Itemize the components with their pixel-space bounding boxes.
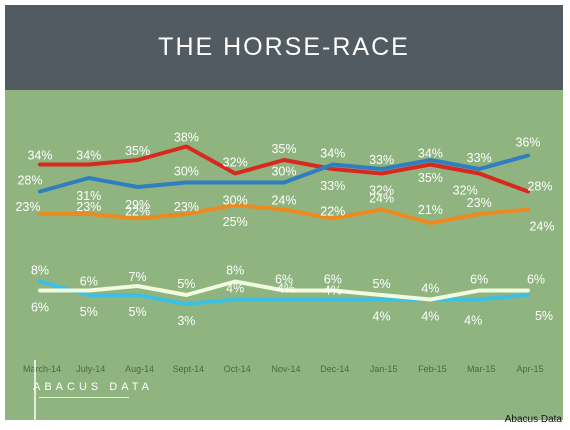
data-label: 8% xyxy=(226,264,244,278)
line-chart: 34% 34% 35%38%32%35%33% 32%34%32% 28%28%31%2… xyxy=(15,131,555,420)
data-label: 23% xyxy=(467,196,492,210)
series-line-2 xyxy=(38,203,530,225)
x-tick-label: Jan-15 xyxy=(370,364,398,374)
data-label: 21% xyxy=(418,203,443,217)
data-label: 6% xyxy=(80,275,98,289)
header-bar: THE HORSE-RACE xyxy=(5,5,563,90)
data-label: 4% xyxy=(464,314,482,328)
chart-title: THE HORSE-RACE xyxy=(158,33,410,61)
data-label: 4% xyxy=(277,282,295,296)
series-line-1 xyxy=(38,153,530,194)
x-tick-label: July-14 xyxy=(76,364,105,374)
slide: THE HORSE-RACE 34% 34% 35% 38% 32% 35% 33% 32% 3… xyxy=(5,5,563,420)
data-label: 4% xyxy=(421,310,439,324)
data-label: 34% xyxy=(76,149,101,163)
data-label: 24% xyxy=(271,194,296,208)
data-label: 8% xyxy=(31,264,49,278)
data-label: 4% xyxy=(226,282,244,296)
data-label: 38% xyxy=(174,131,199,145)
data-label: 33% xyxy=(369,153,394,167)
data-label: 34% xyxy=(27,149,52,163)
x-tick-label: Mar-15 xyxy=(467,364,496,374)
data-label: 32% xyxy=(453,184,478,198)
data-label: 4% xyxy=(373,310,391,324)
data-label: 31% xyxy=(76,189,101,203)
data-label: 23% xyxy=(76,200,101,214)
data-label: 7% xyxy=(129,270,147,284)
data-label: 23% xyxy=(174,200,199,214)
data-label: 30% xyxy=(174,165,199,179)
x-tick-label: Dec-14 xyxy=(320,364,349,374)
logo-divider xyxy=(39,397,129,398)
x-tick-label: Nov-14 xyxy=(271,364,300,374)
data-label: 23% xyxy=(15,200,40,214)
x-tick-label: Feb-15 xyxy=(418,364,447,374)
data-label: 24% xyxy=(369,192,394,206)
data-label: 5% xyxy=(535,309,553,323)
data-label: 22% xyxy=(125,205,150,219)
data-label: 34% xyxy=(418,147,443,161)
source-note: Abacus Data xyxy=(504,414,562,425)
data-label: 24% xyxy=(529,220,554,234)
data-label: 30% xyxy=(223,194,248,208)
data-label: 33% xyxy=(467,151,492,165)
x-tick-label: Apr-15 xyxy=(516,364,543,374)
x-tick-label: Oct-14 xyxy=(224,364,251,374)
data-label: 34% xyxy=(320,147,345,161)
x-tick-label: Aug-14 xyxy=(125,364,154,374)
data-label: 6% xyxy=(527,273,545,287)
brand-logo: ABACUS DATA xyxy=(33,381,153,393)
x-tick-label: Sept-14 xyxy=(173,364,205,374)
data-label: 28% xyxy=(527,180,552,194)
data-label: 32% xyxy=(223,156,248,170)
data-label: 4% xyxy=(421,282,439,296)
data-label: 32% xyxy=(369,184,394,198)
series-line-4 xyxy=(38,279,530,302)
data-label: 5% xyxy=(129,305,147,319)
data-label: 36% xyxy=(515,136,540,150)
data-label: 35% xyxy=(125,144,150,158)
data-label: 6% xyxy=(275,273,293,287)
data-label: 5% xyxy=(373,277,391,291)
series-line-0 xyxy=(38,144,530,194)
series-line-3 xyxy=(38,279,530,306)
data-label: 35% xyxy=(271,142,296,156)
data-label: 6% xyxy=(324,273,342,287)
data-label: 25% xyxy=(223,215,248,229)
data-label: 5% xyxy=(80,305,98,319)
data-label: 4% xyxy=(324,284,342,298)
data-label: 29% xyxy=(125,198,150,212)
data-label: 3% xyxy=(177,314,195,328)
data-label: 5% xyxy=(177,277,195,291)
data-label: 35% xyxy=(418,171,443,185)
data-label: 6% xyxy=(31,301,49,315)
data-label: 30% xyxy=(271,165,296,179)
data-label: 22% xyxy=(320,205,345,219)
x-tick-label: March-14 xyxy=(23,364,61,374)
data-label: 33% xyxy=(320,179,345,193)
data-label: 6% xyxy=(470,273,488,287)
data-label: 28% xyxy=(17,174,42,188)
